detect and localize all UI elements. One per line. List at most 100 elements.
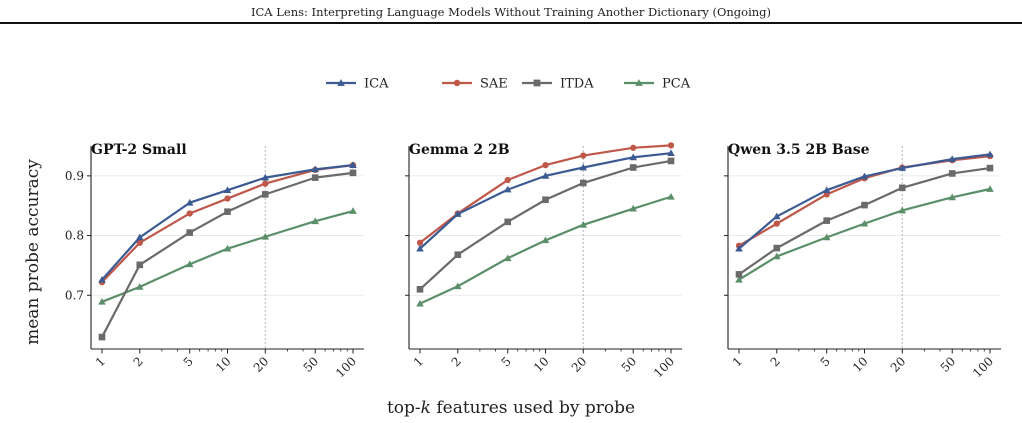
data-point-pca <box>503 254 512 262</box>
data-point-pca <box>948 193 957 201</box>
panel-title: Qwen 3.5 2B Base <box>728 142 870 158</box>
data-point-sae <box>416 239 424 246</box>
data-point-pca <box>223 244 232 252</box>
data-point-ica <box>98 275 106 283</box>
series-sae <box>735 153 994 249</box>
x-tick-label: 20 <box>888 354 909 375</box>
series-ica <box>98 161 357 283</box>
series-pca <box>416 192 675 307</box>
panel-qwen-3-5-2b-base: 1 2 5 10 20 50 100 Qwen 3.5 2B Base <box>724 142 1001 380</box>
series-itda <box>98 169 357 341</box>
panel-title: Gemma 2 2B <box>409 142 510 158</box>
data-point-itda <box>579 179 587 187</box>
data-point-ica <box>503 185 512 193</box>
legend-label-ica: ICA <box>364 77 389 92</box>
x-tick-label: 10 <box>531 354 552 375</box>
data-point-ica <box>185 198 194 206</box>
x-tick-label: 20 <box>569 354 590 375</box>
data-point-itda <box>735 271 743 278</box>
data-point-ica <box>735 244 743 252</box>
data-point-itda <box>629 164 637 171</box>
data-point-ica <box>135 233 144 241</box>
header-title: ICA Lens: Interpreting Language Models W… <box>250 5 772 19</box>
data-point-sae <box>542 161 549 169</box>
data-point-ica <box>948 155 957 162</box>
data-point-pca <box>667 192 675 200</box>
x-tick-label: 50 <box>301 354 322 375</box>
y-axis-label: mean probe accuracy <box>23 159 43 345</box>
panel-gpt-2-small: 0.7 0.8 0.9 1 2 5 10 20 50 100 GPT-2 Small <box>65 142 364 380</box>
data-point-itda <box>261 191 269 198</box>
data-point-itda <box>667 157 675 165</box>
data-point-ica <box>311 165 320 173</box>
data-point-pca <box>185 260 194 268</box>
data-point-itda <box>454 251 462 258</box>
data-point-itda <box>986 164 994 172</box>
data-point-itda <box>186 229 194 236</box>
y-tick-label: 0.7 <box>65 288 84 302</box>
legend: ICA SAE ITDA PCA <box>326 77 691 92</box>
data-point-pca <box>986 185 994 192</box>
data-point-sae <box>580 152 587 159</box>
series-line-ica <box>738 153 991 250</box>
data-point-itda <box>861 201 868 209</box>
chart-panels: 0.7 0.8 0.9 1 2 5 10 20 50 100 GPT-2 Small 1 2 5 10 20 5… <box>65 142 1001 380</box>
data-point-ica <box>629 153 638 161</box>
x-tick-label: 100 <box>970 354 996 380</box>
x-tick-label: 10 <box>850 354 871 375</box>
x-tick-label: 1 <box>411 354 426 369</box>
series-pca <box>735 185 994 283</box>
data-point-pca <box>453 282 462 290</box>
data-point-itda <box>224 208 231 215</box>
data-point-itda <box>311 174 319 181</box>
data-point-pca <box>822 233 831 241</box>
series-ica <box>416 149 675 252</box>
legend-item-pca: PCA <box>624 77 691 92</box>
x-tick-label: 50 <box>619 354 640 375</box>
data-point-sae <box>262 180 269 187</box>
legend-marker-sae <box>453 79 461 87</box>
data-point-ica <box>898 164 907 171</box>
legend-item-ica: ICA <box>326 77 389 92</box>
x-axis-label: top-k features used by probe <box>387 398 635 418</box>
data-point-sae <box>667 142 675 149</box>
data-point-ica <box>223 186 232 194</box>
panel-gemma-2-2b: 1 2 5 10 20 50 100 Gemma 2 2B <box>405 142 682 380</box>
x-tick-label: 2 <box>131 354 146 369</box>
x-tick-label: 5 <box>818 354 833 369</box>
series-ica <box>735 150 994 252</box>
legend-label-pca: PCA <box>662 77 691 92</box>
y-tick-label: 0.9 <box>65 169 84 183</box>
data-point-sae <box>224 195 231 202</box>
data-point-pca <box>898 206 907 214</box>
data-point-pca <box>261 232 270 240</box>
data-point-pca <box>98 298 106 305</box>
series-line-sae <box>738 155 991 247</box>
data-point-ica <box>667 149 675 157</box>
data-point-itda <box>136 261 144 269</box>
x-tick-label: 100 <box>333 354 359 380</box>
series-itda <box>735 164 994 278</box>
data-point-pca <box>735 275 743 283</box>
data-point-itda <box>542 196 549 204</box>
data-point-ica <box>541 172 550 179</box>
data-point-itda <box>948 170 956 177</box>
series-pca <box>98 207 357 305</box>
panel-title: GPT-2 Small <box>91 142 187 158</box>
legend-item-itda: ITDA <box>522 77 594 92</box>
x-tick-label: 1 <box>93 354 108 369</box>
data-point-sae <box>773 220 780 227</box>
data-point-pca <box>541 236 550 244</box>
data-point-sae <box>136 239 143 246</box>
data-point-pca <box>860 219 869 227</box>
data-point-ica <box>860 172 869 180</box>
y-tick-label: 0.8 <box>65 229 84 243</box>
data-point-itda <box>416 285 424 293</box>
data-point-itda <box>898 184 906 192</box>
data-point-ica <box>416 244 424 252</box>
series-line-itda <box>419 159 672 291</box>
data-point-ica <box>822 186 831 194</box>
data-point-itda <box>504 218 512 226</box>
data-point-ica <box>772 212 781 220</box>
